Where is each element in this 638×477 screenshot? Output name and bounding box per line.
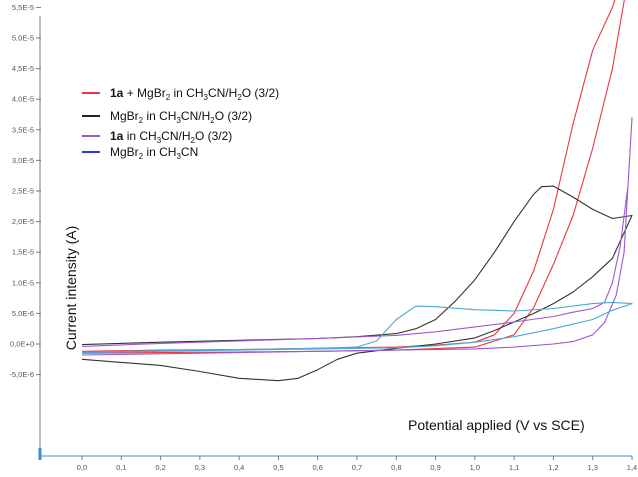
x-tick-label: 0,3: [195, 463, 205, 472]
legend-label-4: MgBr2 in CH3CN: [110, 145, 198, 161]
x-tick-label: 1,2: [548, 463, 558, 472]
x-axis-ticks: 0,0 0,1 0,2 0,3 0,4 0,5 0,6 0,7 0,8 0,9 1,0 1,1 1,2 1…: [77, 456, 637, 472]
x-tick-label: 1,0: [470, 463, 480, 472]
y-tick-label: 1,0E-5: [12, 278, 34, 287]
y-tick-label: 4,5E-5: [12, 64, 34, 73]
y-tick-label: -5,0E-6: [9, 370, 34, 379]
y-tick-label: 3,5E-5: [12, 125, 34, 134]
x-tick-label: 0,1: [116, 463, 126, 472]
legend-label-2: MgBr2 in CH3CN/H2O (3/2): [110, 109, 252, 125]
y-axis-title: Current intensity (A): [63, 226, 79, 350]
y-tick-label: 2,5E-5: [12, 187, 34, 196]
x-tick-label: 0,0: [77, 463, 87, 472]
y-tick-label: 0,0E+0: [10, 340, 34, 349]
legend: 1a + MgBr2 in CH3CN/H2O (3/2) MgBr2 in CH…: [82, 86, 279, 161]
x-tick-label: 0,9: [430, 463, 440, 472]
x-tick-label: 0,8: [391, 463, 401, 472]
x-axis-title: Potential applied (V vs SCE): [408, 417, 585, 433]
y-axis-ticks: -5,0E-6 0,0E+0 5,0E-6 1,0E-5 1,5E-5 2,0E-5 2,5…: [9, 3, 41, 379]
y-tick-label: 2,0E-5: [12, 217, 34, 226]
series-line-4: [81, 301, 633, 354]
series-line-2: [81, 185, 633, 382]
x-tick-label: 0,2: [155, 463, 165, 472]
legend-label-3: 1a in CH3CN/H2O (3/2): [110, 129, 232, 145]
x-tick-label: 0,7: [352, 463, 362, 472]
legend-label-1: 1a + MgBr2 in CH3CN/H2O (3/2): [110, 86, 279, 102]
y-tick-label: 4,0E-5: [12, 95, 34, 104]
data-series: [81, 0, 633, 382]
series-line-3: [81, 117, 633, 356]
x-tick-label: 0,6: [312, 463, 322, 472]
y-tick-label: 5,0E-5: [12, 34, 34, 43]
x-tick-label: 1,4: [627, 463, 637, 472]
y-tick-label: 5,0E-6: [12, 309, 34, 318]
y-tick-label: 1,5E-5: [12, 248, 34, 257]
x-tick-label: 1,3: [587, 463, 597, 472]
x-tick-label: 1,1: [509, 463, 519, 472]
x-tick-label: 0,4: [234, 463, 244, 472]
series-line-1: [81, 0, 625, 354]
axis-lines: [38, 16, 632, 460]
y-tick-label: 5,5E-5: [12, 3, 34, 12]
y-tick-label: 3,0E-5: [12, 156, 34, 165]
x-tick-label: 0,5: [273, 463, 283, 472]
